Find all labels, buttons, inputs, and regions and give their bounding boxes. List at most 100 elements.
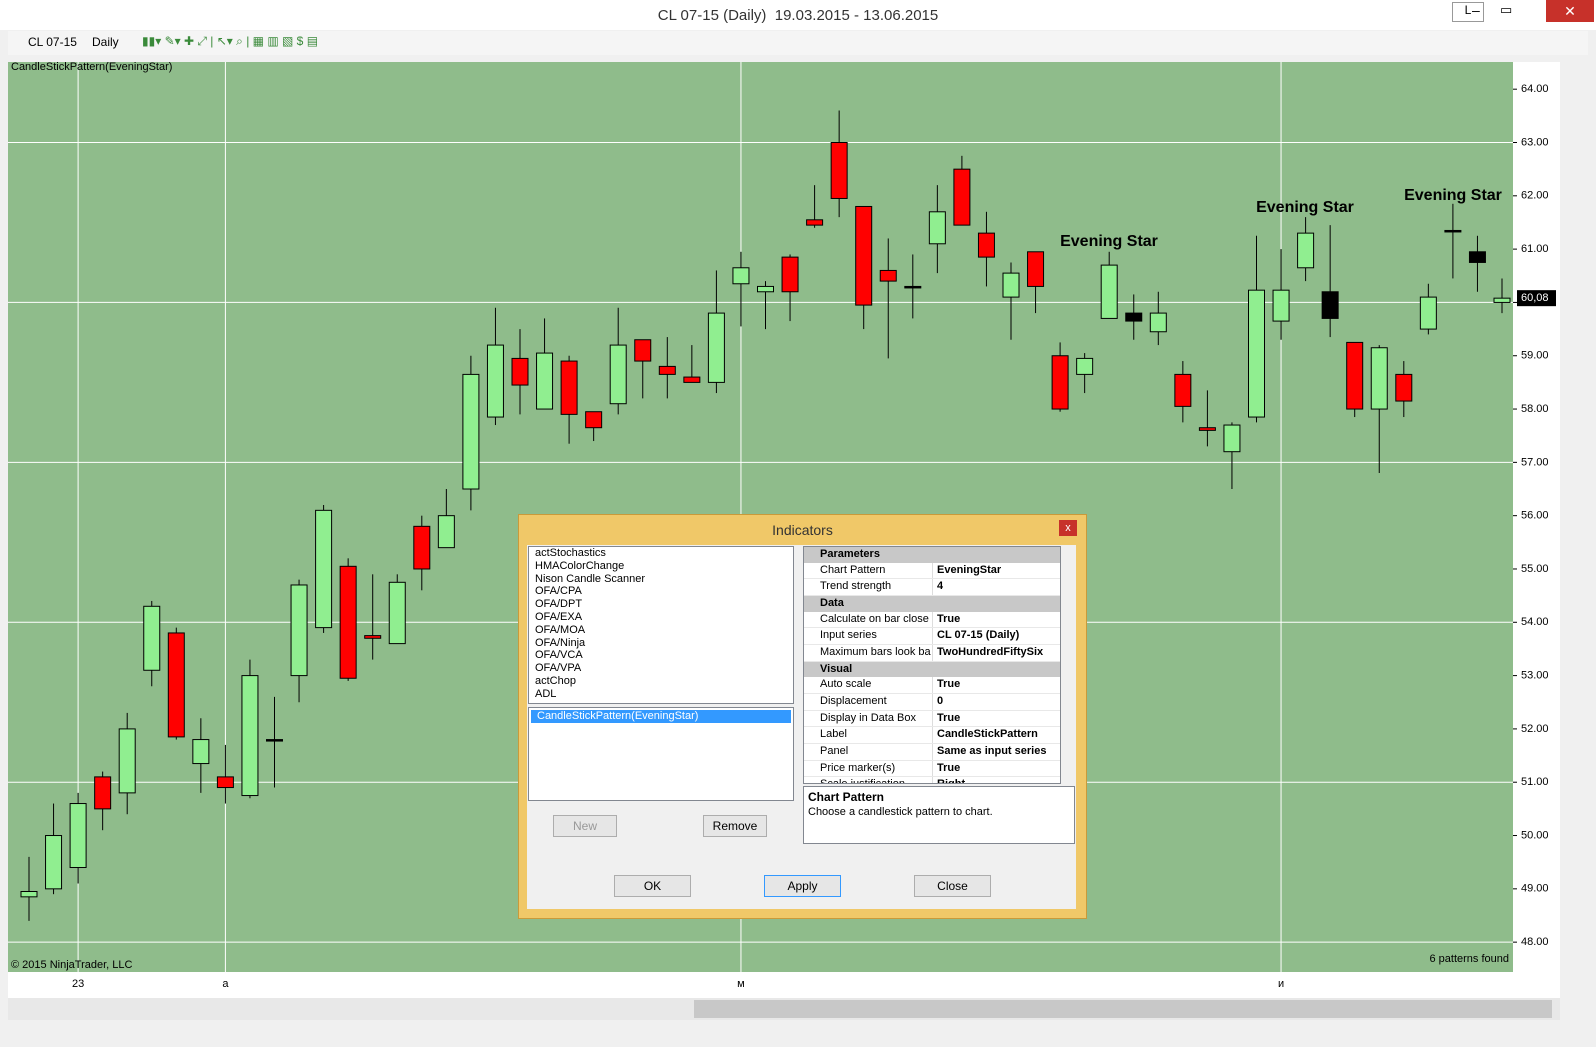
help-title: Chart Pattern bbox=[808, 790, 885, 804]
scroll-thumb[interactable] bbox=[694, 1000, 1552, 1018]
property-row[interactable]: Displacement 0 bbox=[804, 693, 1060, 711]
candle-body bbox=[216, 776, 234, 789]
candle-body bbox=[462, 373, 480, 490]
y-tick-label: 51.00 bbox=[1521, 776, 1549, 788]
close-button[interactable]: Close bbox=[914, 875, 991, 897]
property-value: True bbox=[937, 761, 961, 774]
property-row[interactable]: Maximum bars look ba TwoHundredFiftySix bbox=[804, 644, 1060, 662]
y-tick-label: 50.00 bbox=[1521, 829, 1549, 841]
indicator-item[interactable]: OFA/VPA bbox=[535, 662, 582, 675]
property-row[interactable]: Calculate on bar close True bbox=[804, 611, 1060, 629]
property-value: 4 bbox=[937, 580, 944, 593]
indicator-item[interactable]: actStochastics bbox=[535, 547, 606, 559]
candle-body bbox=[928, 211, 946, 245]
instrument-select[interactable]: CL 07-15 bbox=[28, 35, 77, 49]
dialog-close[interactable]: x bbox=[1059, 520, 1077, 536]
candle-body bbox=[266, 739, 283, 742]
property-row[interactable]: Panel Same as input series bbox=[804, 743, 1060, 761]
property-row[interactable]: Display in Data Box True bbox=[804, 710, 1060, 728]
property-value: CandleStickPattern bbox=[937, 728, 1038, 741]
x-tick-label: 23 bbox=[72, 978, 84, 990]
window-title: CL 07-15 (Daily) 19.03.2015 - 13.06.2015 bbox=[657, 7, 939, 24]
candle-body bbox=[364, 635, 382, 639]
pattern-annotation: Evening Star bbox=[1256, 199, 1354, 216]
help-text: Choose a candlestick pattern to chart. bbox=[808, 806, 993, 818]
remove-button[interactable]: Remove bbox=[703, 815, 767, 837]
y-tick-label: 61.00 bbox=[1521, 243, 1549, 255]
candle-body bbox=[855, 205, 873, 306]
property-name: Price marker(s) bbox=[804, 760, 933, 777]
section-header: Data bbox=[804, 595, 1060, 612]
y-tick-label: 62.00 bbox=[1521, 190, 1549, 202]
candle-body bbox=[1027, 251, 1045, 287]
x-tick-label: и bbox=[1278, 978, 1284, 990]
property-row[interactable]: Label CandleStickPattern bbox=[804, 727, 1060, 744]
ok-button[interactable]: OK bbox=[614, 875, 691, 897]
candle-body bbox=[1051, 355, 1069, 410]
minimize[interactable]: – bbox=[1472, 2, 1480, 18]
indicator-item[interactable]: OFA/VCA bbox=[535, 649, 583, 662]
candle-body bbox=[69, 803, 87, 869]
maximize[interactable]: ▭ bbox=[1500, 2, 1513, 17]
candle-body bbox=[1223, 424, 1241, 453]
y-tick-label: 57.00 bbox=[1521, 456, 1549, 468]
section-header: Parameters bbox=[804, 547, 1060, 563]
time-axis bbox=[8, 972, 1513, 998]
candle-body bbox=[118, 728, 136, 794]
candle-body bbox=[1076, 357, 1094, 375]
property-value: 0 bbox=[937, 694, 944, 707]
candle-body bbox=[806, 219, 824, 226]
candle-body bbox=[290, 584, 308, 677]
candle-body bbox=[1493, 297, 1511, 303]
candle-body bbox=[1395, 373, 1413, 402]
property-row[interactable]: Scale justificationRight bbox=[804, 777, 1060, 783]
indicator-item[interactable]: OFA/EXA bbox=[535, 610, 583, 623]
candle-body bbox=[904, 285, 922, 289]
indicator-item[interactable]: OFA/CPA bbox=[535, 585, 582, 598]
property-row[interactable]: Input series CL 07-15 (Daily) bbox=[804, 628, 1060, 645]
property-row[interactable]: Chart Pattern EveningStar bbox=[804, 562, 1060, 580]
candle-body bbox=[1125, 312, 1143, 322]
indicator-item[interactable]: OFA/DPT bbox=[535, 598, 583, 611]
property-row[interactable]: Trend strength 4 bbox=[804, 579, 1060, 596]
apply-button[interactable]: Apply bbox=[764, 875, 841, 897]
candle-body bbox=[241, 675, 259, 797]
candle-body bbox=[192, 739, 210, 765]
property-value: True bbox=[937, 678, 961, 691]
property-row[interactable]: Auto scale True bbox=[804, 677, 1060, 694]
property-value: EveningStar bbox=[937, 563, 1002, 576]
indicator-item[interactable]: actChop bbox=[535, 674, 576, 687]
property-grid[interactable]: Parameters Chart Pattern EveningStar Trend … bbox=[803, 546, 1061, 784]
candle-body bbox=[1174, 373, 1192, 407]
indicators-dialog: Indicators x actStochastics HMAColorChang… bbox=[518, 514, 1087, 919]
property-value: TwoHundredFiftySix bbox=[937, 645, 1044, 658]
property-row[interactable]: Price marker(s) True bbox=[804, 760, 1060, 778]
status: 6 patterns found bbox=[1429, 953, 1509, 965]
candle-body bbox=[315, 509, 333, 629]
property-name: Maximum bars look ba bbox=[804, 644, 933, 661]
candle-body bbox=[609, 344, 627, 405]
candle-body bbox=[486, 344, 504, 418]
x-tick-label: а bbox=[222, 978, 229, 990]
indicator-item[interactable]: HMAColorChange bbox=[535, 559, 625, 572]
toolbar-icons[interactable]: ▮▮▾ ✎▾ ✚ ⤢ | ↖▾ ⌕ | ▦ ▥ ▧ $ ▤ bbox=[142, 34, 319, 48]
close-window[interactable]: ✕ bbox=[1546, 0, 1594, 22]
indicator-item[interactable]: ADL bbox=[535, 687, 557, 700]
new-button[interactable]: New bbox=[553, 815, 617, 837]
selected-list[interactable]: CandleStickPattern(EveningStar) bbox=[528, 707, 794, 801]
property-name: Trend strength bbox=[804, 579, 933, 595]
selected-item[interactable]: CandleStickPattern(EveningStar) bbox=[531, 710, 791, 723]
property-value: CL 07-15 (Daily) bbox=[937, 629, 1020, 642]
indicator-item[interactable]: OFA/MOA bbox=[535, 623, 586, 636]
candle-body bbox=[1346, 341, 1364, 410]
candle-body bbox=[511, 357, 529, 386]
indicator-item[interactable]: OFA/Ninja bbox=[535, 636, 586, 649]
candle-body bbox=[585, 411, 603, 429]
available-list[interactable]: actStochastics HMAColorChange Nison Candle… bbox=[528, 546, 794, 704]
property-name: Scale justification bbox=[804, 777, 933, 783]
period-select[interactable]: Daily bbox=[92, 35, 119, 49]
link-button[interactable]: L bbox=[1452, 2, 1484, 22]
scrollbar[interactable] bbox=[8, 998, 1560, 1020]
indicator-item[interactable]: Nison Candle Scanner bbox=[535, 572, 646, 585]
price-axis bbox=[1513, 62, 1560, 998]
